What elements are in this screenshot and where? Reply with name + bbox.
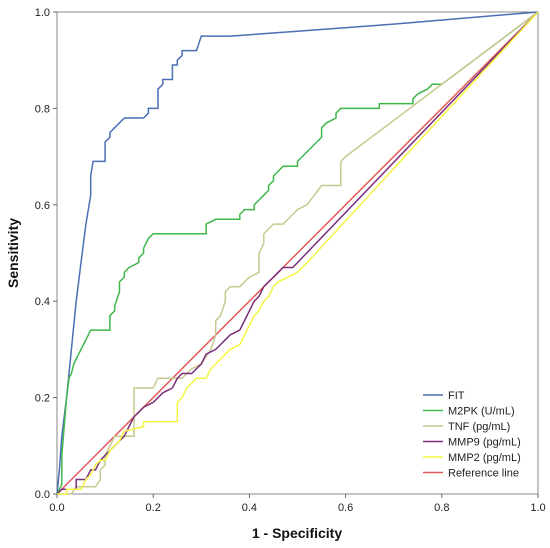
legend-label-fit: FIT bbox=[448, 390, 465, 402]
legend-label-reference-line: Reference line bbox=[448, 468, 519, 480]
x-axis: 0.0 0.2 0.4 0.6 0.8 1.0 bbox=[49, 494, 546, 514]
series-line-mmp9-pg-ml bbox=[56, 11, 539, 495]
x-tick-label: 0.2 bbox=[146, 502, 161, 514]
legend: FIT M2PK (U/mL) TNF (pg/mL) MMP9 (pg/mL) MMP… bbox=[423, 390, 521, 480]
y-tick-label: 0.2 bbox=[35, 393, 50, 405]
series-line-fit bbox=[56, 11, 539, 495]
y-tick-label: 1.0 bbox=[35, 7, 50, 19]
x-tick-label: 0.0 bbox=[49, 502, 64, 514]
y-axis: 0.0 0.2 0.4 0.6 0.8 1.0 bbox=[35, 7, 57, 501]
plot-area bbox=[56, 11, 539, 495]
legend-label-mmp2-pg-ml: MMP2 (pg/mL) bbox=[448, 452, 521, 464]
series-line-m2pk-u-ml bbox=[56, 11, 539, 495]
y-tick-label: 0.6 bbox=[35, 200, 50, 212]
y-tick-label: 0.8 bbox=[35, 103, 50, 115]
x-tick-label: 0.8 bbox=[434, 502, 449, 514]
x-axis-title: 1 - Specificity bbox=[252, 525, 342, 541]
curves-layer bbox=[56, 11, 539, 495]
y-axis-title: Sensitivity bbox=[5, 218, 21, 288]
y-tick-label: 0.4 bbox=[35, 296, 50, 308]
legend-label-m2pk-u-ml: M2PK (U/mL) bbox=[448, 406, 515, 418]
x-tick-label: 1.0 bbox=[530, 502, 545, 514]
x-tick-label: 0.4 bbox=[242, 502, 257, 514]
series-line-mmp2-pg-ml bbox=[57, 11, 539, 495]
x-tick-label: 0.6 bbox=[338, 502, 353, 514]
plot-frame bbox=[56, 11, 539, 495]
legend-label-mmp9-pg-ml: MMP9 (pg/mL) bbox=[448, 437, 521, 449]
legend-label-tnf-pg-ml: TNF (pg/mL) bbox=[448, 421, 510, 433]
y-tick-label: 0.0 bbox=[35, 489, 50, 501]
